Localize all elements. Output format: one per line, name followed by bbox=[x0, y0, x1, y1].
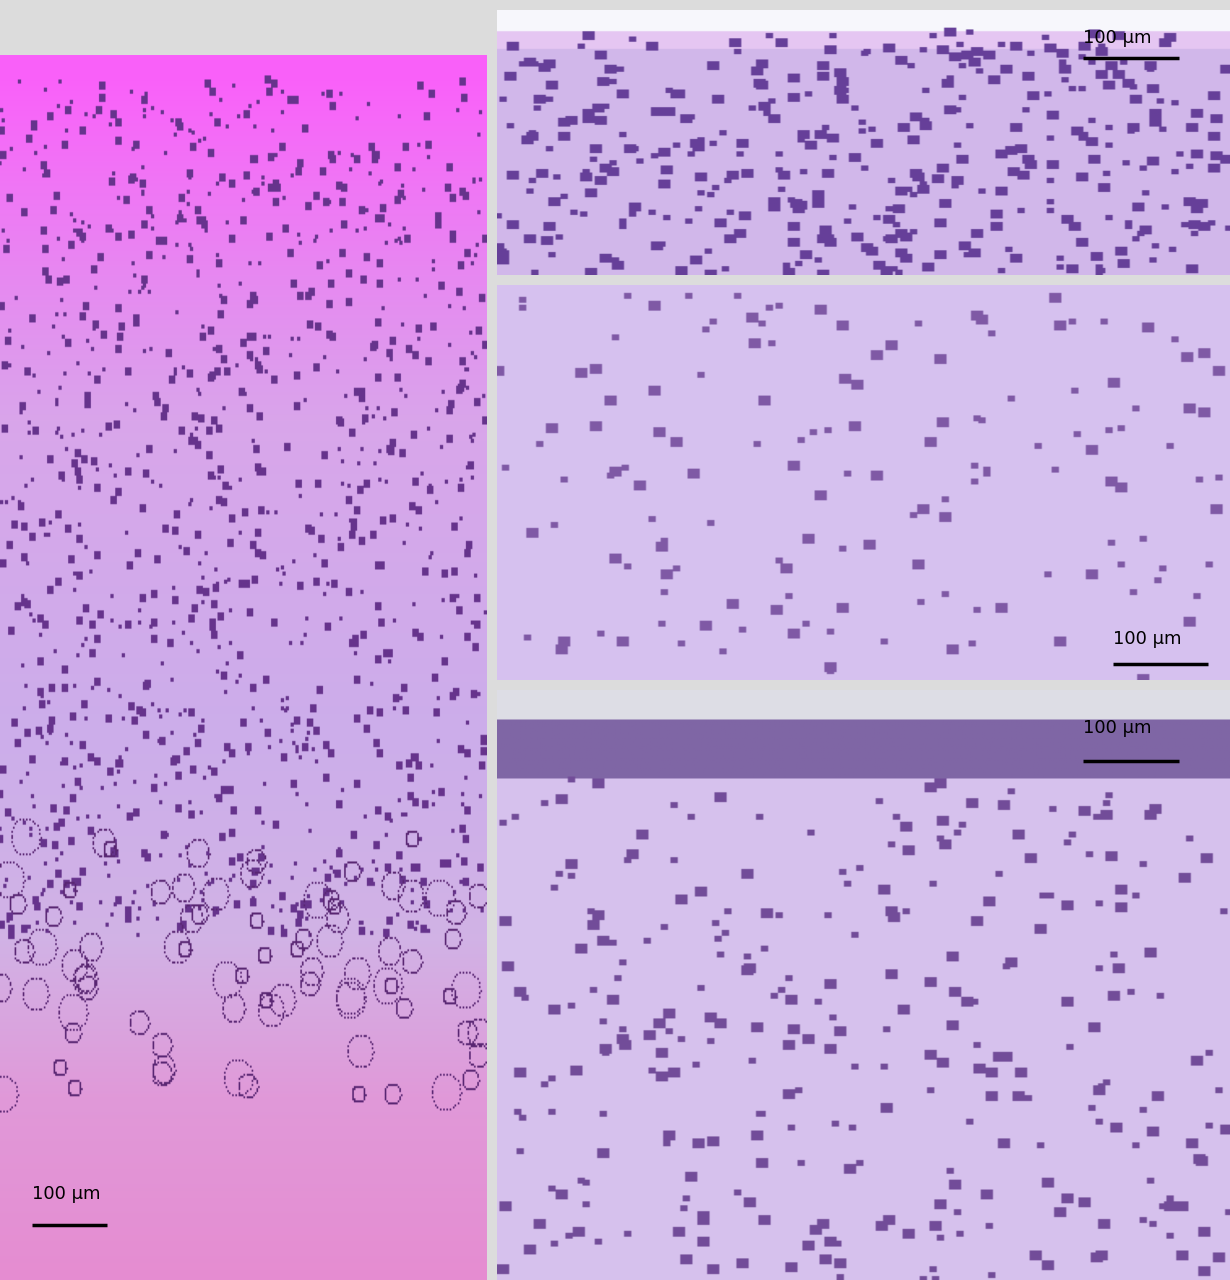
Text: 100 μm: 100 μm bbox=[1113, 630, 1181, 649]
Text: 100 μm: 100 μm bbox=[32, 1185, 100, 1203]
Text: 100 μm: 100 μm bbox=[1084, 29, 1153, 47]
Text: 100 μm: 100 μm bbox=[1084, 719, 1153, 737]
